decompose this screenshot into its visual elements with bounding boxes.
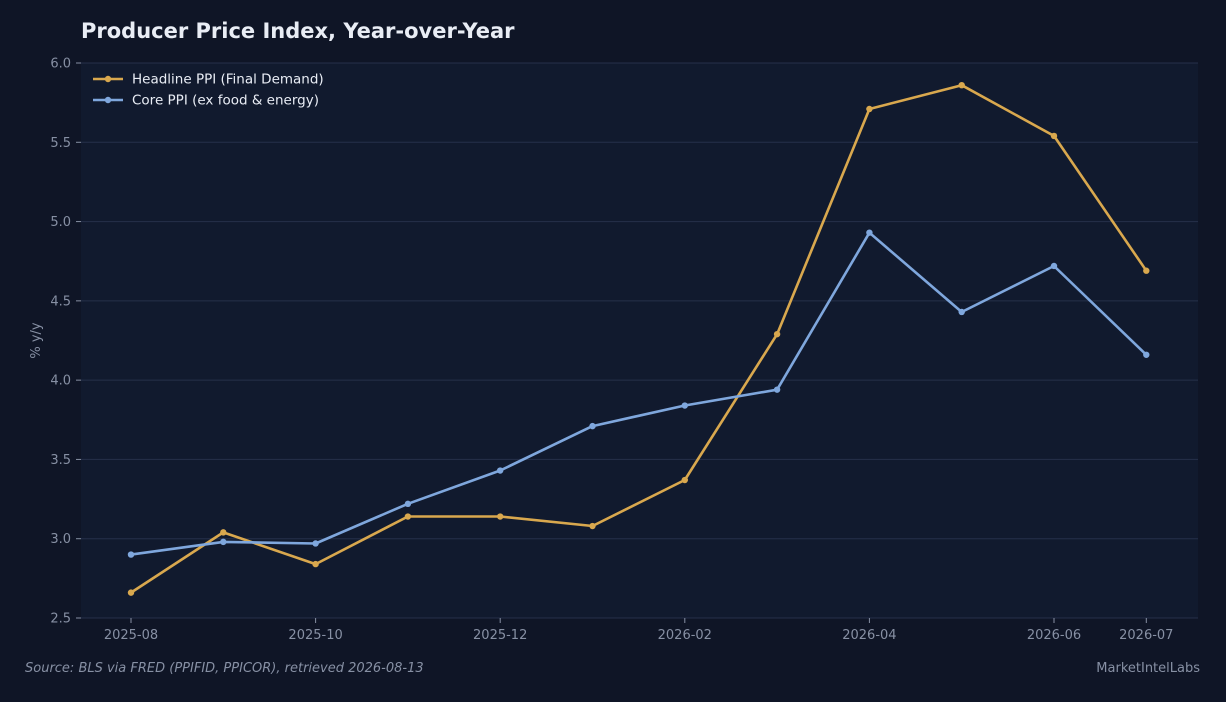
chart-title: Producer Price Index, Year-over-Year xyxy=(81,19,515,43)
y-tick-label: 4.0 xyxy=(50,374,71,389)
x-axis: 2025-08 2025-10 2025-12 2026-02 2026-04 2026-… xyxy=(104,618,1173,643)
data-point[interactable] xyxy=(497,513,504,520)
series-2 xyxy=(127,229,1150,558)
data-point[interactable] xyxy=(1050,262,1058,270)
y-tick-label: 2.5 xyxy=(50,612,71,627)
series-line xyxy=(129,83,1148,594)
x-tick-label: 2026-02 xyxy=(658,628,712,643)
legend-marker xyxy=(104,75,112,83)
data-point[interactable] xyxy=(220,529,227,536)
legend-item[interactable]: Core PPI (ex food & energy) xyxy=(93,93,319,109)
data-point[interactable] xyxy=(958,308,965,316)
x-tick-label: 2025-10 xyxy=(288,628,342,643)
y-tick-label: 3.0 xyxy=(50,532,71,547)
series-line xyxy=(129,231,1148,556)
y-axis-label: % y/y xyxy=(29,322,44,359)
grid-lines xyxy=(81,62,1198,619)
data-point[interactable] xyxy=(497,467,504,474)
data-point[interactable] xyxy=(958,82,965,89)
y-axis: 2.5 3.0 3.5 4.0 4.5 5.0 5.5 6.0 xyxy=(50,57,81,627)
data-point[interactable] xyxy=(681,402,688,409)
data-point[interactable] xyxy=(866,229,873,236)
y-tick-label: 5.5 xyxy=(50,136,71,151)
x-tick-label: 2026-04 xyxy=(842,628,896,643)
legend-marker xyxy=(104,96,112,104)
x-tick-label: 2026-06 xyxy=(1027,628,1081,643)
data-point[interactable] xyxy=(127,589,135,596)
data-point[interactable] xyxy=(1050,132,1058,140)
data-point[interactable] xyxy=(404,500,412,508)
data-point[interactable] xyxy=(773,330,781,338)
plot-area xyxy=(81,63,1198,618)
series-1 xyxy=(127,82,1150,596)
data-point[interactable] xyxy=(589,422,596,430)
data-point[interactable] xyxy=(312,540,319,547)
y-tick-label: 6.0 xyxy=(50,57,71,72)
y-tick-label: 4.5 xyxy=(50,294,71,309)
data-point[interactable] xyxy=(1143,351,1150,358)
source-note: Source: BLS via FRED (PPIFID, PPICOR), r… xyxy=(25,661,424,676)
y-tick-label: 3.5 xyxy=(50,453,71,468)
legend: Headline PPI (Final Demand) Core PPI (ex … xyxy=(93,72,324,109)
x-tick-label: 2025-08 xyxy=(104,628,158,643)
data-point[interactable] xyxy=(589,522,596,530)
brand-label: MarketIntelLabs xyxy=(1096,661,1200,676)
data-point[interactable] xyxy=(312,560,319,568)
data-point[interactable] xyxy=(773,386,781,393)
series-group xyxy=(127,82,1150,596)
legend-label: Core PPI (ex food & energy) xyxy=(132,93,319,109)
legend-label: Headline PPI (Final Demand) xyxy=(132,72,324,88)
data-point[interactable] xyxy=(220,538,227,546)
data-point[interactable] xyxy=(681,476,688,484)
data-point[interactable] xyxy=(404,513,412,520)
x-tick-label: 2025-12 xyxy=(473,628,527,643)
data-point[interactable] xyxy=(127,551,135,558)
x-tick-label: 2026-07 xyxy=(1119,628,1173,643)
y-tick-label: 5.0 xyxy=(50,215,71,230)
data-point[interactable] xyxy=(1143,267,1150,274)
legend-item[interactable]: Headline PPI (Final Demand) xyxy=(93,72,324,88)
data-point[interactable] xyxy=(866,105,873,113)
